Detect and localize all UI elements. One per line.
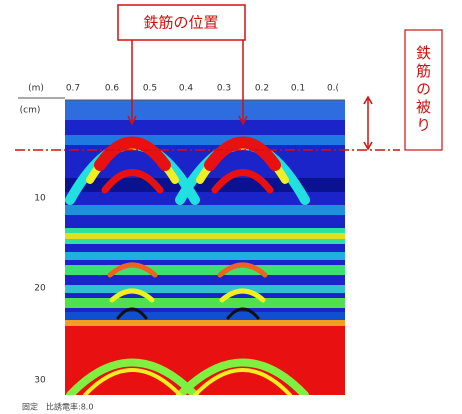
x-tick-label: 0.7 bbox=[66, 84, 80, 94]
x-tick-label: 0.3 bbox=[217, 84, 231, 94]
y-tick-label: 10 bbox=[34, 194, 46, 204]
x-unit: (m) bbox=[28, 84, 44, 94]
y-tick-label: 30 bbox=[34, 376, 46, 386]
footer: 固定 比誘電率:8.0 bbox=[22, 402, 93, 412]
x-tick-label: 0.( bbox=[327, 84, 339, 94]
x-tick-label: 0.2 bbox=[255, 84, 269, 94]
radar-image bbox=[65, 100, 345, 395]
y-unit: (cm) bbox=[20, 106, 41, 116]
cover-label: 鉄筋の被り bbox=[414, 45, 432, 135]
radar-figure: (m) 0.70.60.50.40.30.20.10.( (cm) 10 20 … bbox=[0, 0, 462, 414]
x-tick-label: 0.5 bbox=[143, 84, 157, 94]
x-tick-label: 0.1 bbox=[291, 84, 305, 94]
x-tick-label: 0.4 bbox=[179, 84, 194, 94]
position-label: 鉄筋の位置 bbox=[143, 14, 218, 32]
y-tick-label: 20 bbox=[34, 284, 46, 294]
x-tick-label: 0.6 bbox=[105, 84, 120, 94]
